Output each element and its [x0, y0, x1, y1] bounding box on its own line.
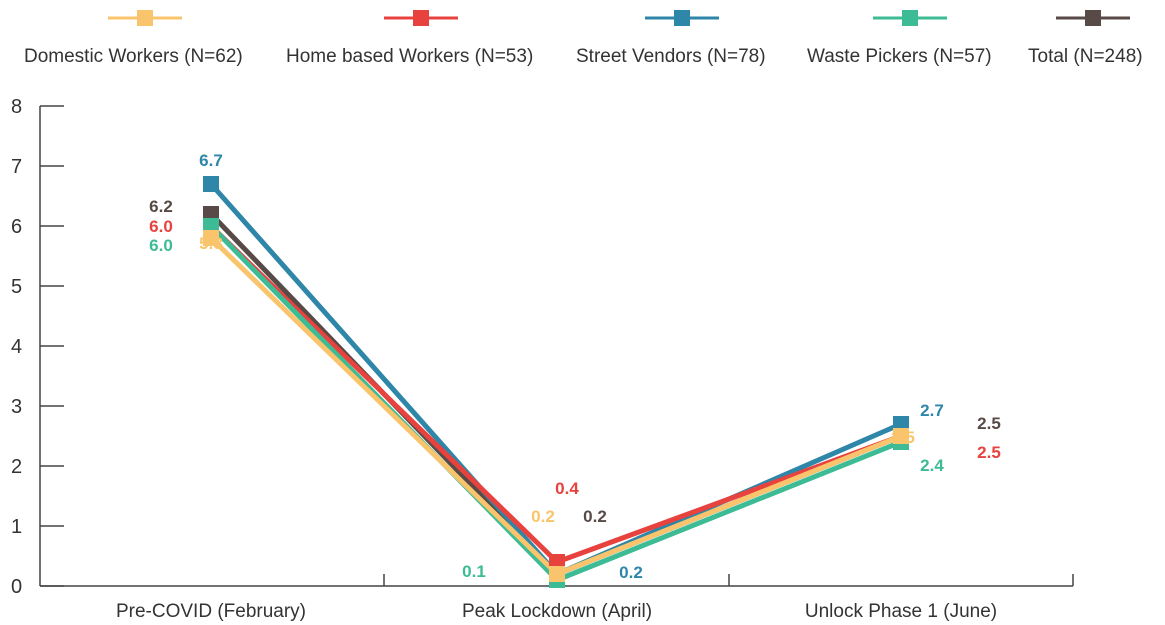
data-label-street-vendors-n-78: 2.7	[920, 401, 944, 420]
series-line-waste-pickers-n-57	[209, 224, 902, 583]
y-tick-label: 3	[11, 396, 22, 418]
legend-label: Street Vendors (N=78)	[576, 46, 766, 67]
data-label-street-vendors-n-78: 0.2	[619, 563, 643, 582]
legend-label: Domestic Workers (N=62)	[24, 46, 243, 67]
legend-marker	[413, 10, 429, 26]
data-point-domestic-workers-n-62	[203, 230, 219, 246]
legend: Domestic Workers (N=62) Home based Worker…	[24, 10, 1143, 67]
y-tick-label: 2	[11, 456, 22, 478]
x-tick-label: Peak Lockdown (April)	[462, 601, 652, 622]
legend-label: Home based Workers (N=53)	[286, 46, 533, 67]
y-tick-label: 8	[11, 96, 22, 118]
series-line-home-based-workers-n-53	[209, 224, 902, 565]
axes: 0 1 2 3 4 5 6 7 8 Pre-COVID (February) Peak Lockdo…	[11, 96, 1074, 622]
data-label-waste-pickers-n-57: 6.0	[149, 236, 173, 255]
legend-label: Total (N=248)	[1028, 46, 1143, 67]
data-label-street-vendors-n-78: 6.7	[199, 151, 223, 170]
series-line-total-n-248	[209, 212, 902, 577]
data-label-domestic-workers-n-62: 0.2	[531, 507, 555, 526]
series-line-domestic-workers-n-62	[209, 236, 902, 577]
series-line-street-vendors-n-78	[209, 182, 902, 577]
legend-marker	[674, 10, 690, 26]
legend-label: Waste Pickers (N=57)	[807, 46, 992, 67]
data-label-total-n-248: 0.2	[583, 507, 607, 526]
y-tick-label: 7	[11, 156, 22, 178]
data-label-waste-pickers-n-57: 2.4	[920, 456, 944, 475]
legend-marker	[137, 10, 153, 26]
data-point-domestic-workers-n-62	[893, 428, 909, 444]
data-label-domestic-workers-n-62: 2.5	[891, 428, 915, 447]
data-label-home-based-workers-n-53: 0.4	[555, 479, 579, 498]
data-label-waste-pickers-n-57: 0.1	[462, 562, 486, 581]
legend-marker	[1085, 10, 1101, 26]
y-tick-label: 1	[11, 516, 22, 538]
x-tick-label: Unlock Phase 1 (June)	[805, 601, 997, 622]
series-markers	[203, 176, 909, 588]
y-tick-label: 4	[11, 336, 22, 358]
data-labels: 5.8 0.2 2.5 6.0 0.4 2.5 6.7 0.2 2.7 6.0 0.1 2.4 6.2 0…	[149, 151, 1001, 582]
data-point-domestic-workers-n-62	[549, 566, 565, 582]
data-label-home-based-workers-n-53: 2.5	[977, 443, 1001, 462]
series-lines	[209, 182, 902, 583]
legend-item-home-based-workers-n-53: Home based Workers (N=53)	[286, 10, 533, 67]
legend-item-total-n-248: Total (N=248)	[1028, 10, 1143, 67]
x-tick-label: Pre-COVID (February)	[116, 601, 306, 622]
data-point-street-vendors-n-78	[203, 176, 219, 192]
legend-marker	[902, 10, 918, 26]
data-label-home-based-workers-n-53: 6.0	[149, 217, 173, 236]
legend-item-street-vendors-n-78: Street Vendors (N=78)	[576, 10, 766, 67]
legend-item-domestic-workers-n-62: Domestic Workers (N=62)	[24, 10, 243, 67]
y-tick-label: 0	[11, 576, 22, 598]
legend-item-waste-pickers-n-57: Waste Pickers (N=57)	[807, 10, 992, 67]
y-tick-label: 6	[11, 216, 22, 238]
data-label-total-n-248: 2.5	[977, 414, 1001, 433]
y-tick-label: 5	[11, 276, 22, 298]
data-label-total-n-248: 6.2	[149, 197, 173, 216]
data-label-domestic-workers-n-62: 5.8	[199, 234, 223, 253]
